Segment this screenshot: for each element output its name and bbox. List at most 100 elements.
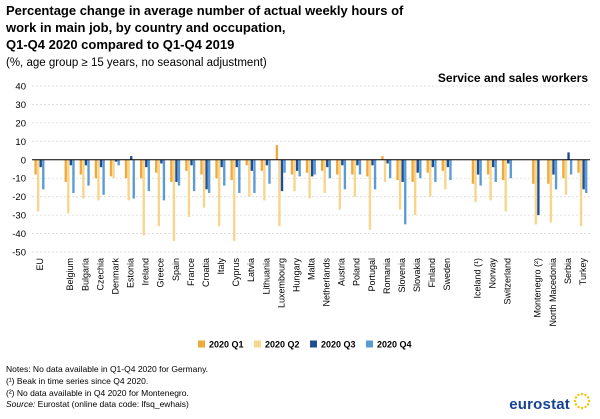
y-tick-label: 10 [15,137,26,148]
legend-swatch [366,340,373,348]
eu-star [577,393,580,397]
y-tick-label: -10 [12,174,26,185]
bar [162,159,166,201]
bar [280,159,284,192]
y-tick-label: 40 [15,82,26,93]
chart-title: Percentage change in average number of a… [6,2,526,53]
bar [582,159,585,190]
bar [114,159,118,162]
x-tick-label: North Macedonia [548,258,558,327]
bar [323,159,326,193]
legend-swatch [254,340,261,348]
note-line-3: (²) No data available in Q4 2020 for Mon… [6,387,189,398]
y-tick-label: 30 [15,100,26,111]
x-tick-label: Slovenia [397,258,407,293]
bar [127,159,130,201]
x-tick-label: Latvia [246,258,256,282]
y-tick-label: -40 [12,229,26,240]
bar [426,159,429,173]
title-line-1: Percentage change in average number of a… [6,3,404,18]
x-tick-label: Czechia [95,258,105,291]
bar [338,159,341,210]
bar [494,159,497,182]
bar [336,159,339,175]
bar [476,159,480,175]
eu-star [574,403,578,406]
x-tick-label: Cyprus [231,258,241,287]
legend-label: 2020 Q3 [321,340,356,350]
bar [223,159,226,186]
bar [486,159,490,175]
bar [268,159,271,184]
x-tick-label: Belgium [65,258,75,291]
x-tick-label: Turkey [578,258,588,286]
bar [67,159,70,214]
eu-stars-icon [573,392,591,410]
bar [283,159,286,173]
bar [220,159,223,168]
bar [130,156,133,160]
x-tick-label: Croatia [201,258,211,287]
eu-star [586,396,590,399]
x-tick-label: Hungary [291,258,301,293]
bar [142,159,145,236]
bar [117,159,120,166]
bar [202,159,206,208]
source-label: Source: [6,399,36,410]
note-line-2: (¹) Beak in time series since Q4 2020. [6,375,149,386]
y-tick-label: 20 [15,118,26,129]
x-tick-label: Malta [307,258,317,280]
bar [491,159,495,168]
bar [79,159,83,175]
bar [263,159,266,201]
x-tick-label: Finland [427,258,437,288]
bar [509,159,512,179]
bar [112,159,115,179]
bar [431,159,435,168]
x-tick-label: Slovakia [412,258,422,292]
x-tick-label: Denmark [110,258,120,295]
bar [84,159,88,166]
x-tick-label: Serbia [563,258,573,284]
bar [328,159,332,179]
bar [39,159,42,168]
bar [205,159,208,190]
bar [170,159,173,182]
bar [366,159,369,177]
bar [479,159,482,186]
bar [416,159,419,173]
bar [501,159,505,181]
bar [552,159,555,175]
eu-star [577,405,580,409]
bar [311,159,314,177]
bar [446,159,450,168]
bar [64,159,67,182]
bar [250,159,254,171]
x-tick-label: EU [35,258,45,271]
bar [82,159,85,199]
bar [190,159,193,166]
bar [132,159,135,199]
x-tick-label: Spain [171,258,181,281]
eu-star [587,399,591,403]
bar [290,159,294,175]
x-tick-label: Ireland [141,258,151,286]
eu-star [574,396,578,399]
bar [383,159,387,182]
bar [549,159,553,223]
y-tick-label: -50 [12,248,26,259]
bar [34,159,37,175]
chart-subtitle: (%, age group ≥ 15 years, no seasonal ad… [6,57,267,69]
bar [356,159,359,166]
bar [562,159,565,179]
bar [567,152,570,160]
y-tick-label: 0 [21,155,26,166]
bar [278,159,281,227]
legend-swatch [310,340,317,348]
bar [534,159,538,225]
bar [373,159,377,190]
bar [471,159,475,184]
bar [577,159,580,173]
bar [398,159,402,210]
